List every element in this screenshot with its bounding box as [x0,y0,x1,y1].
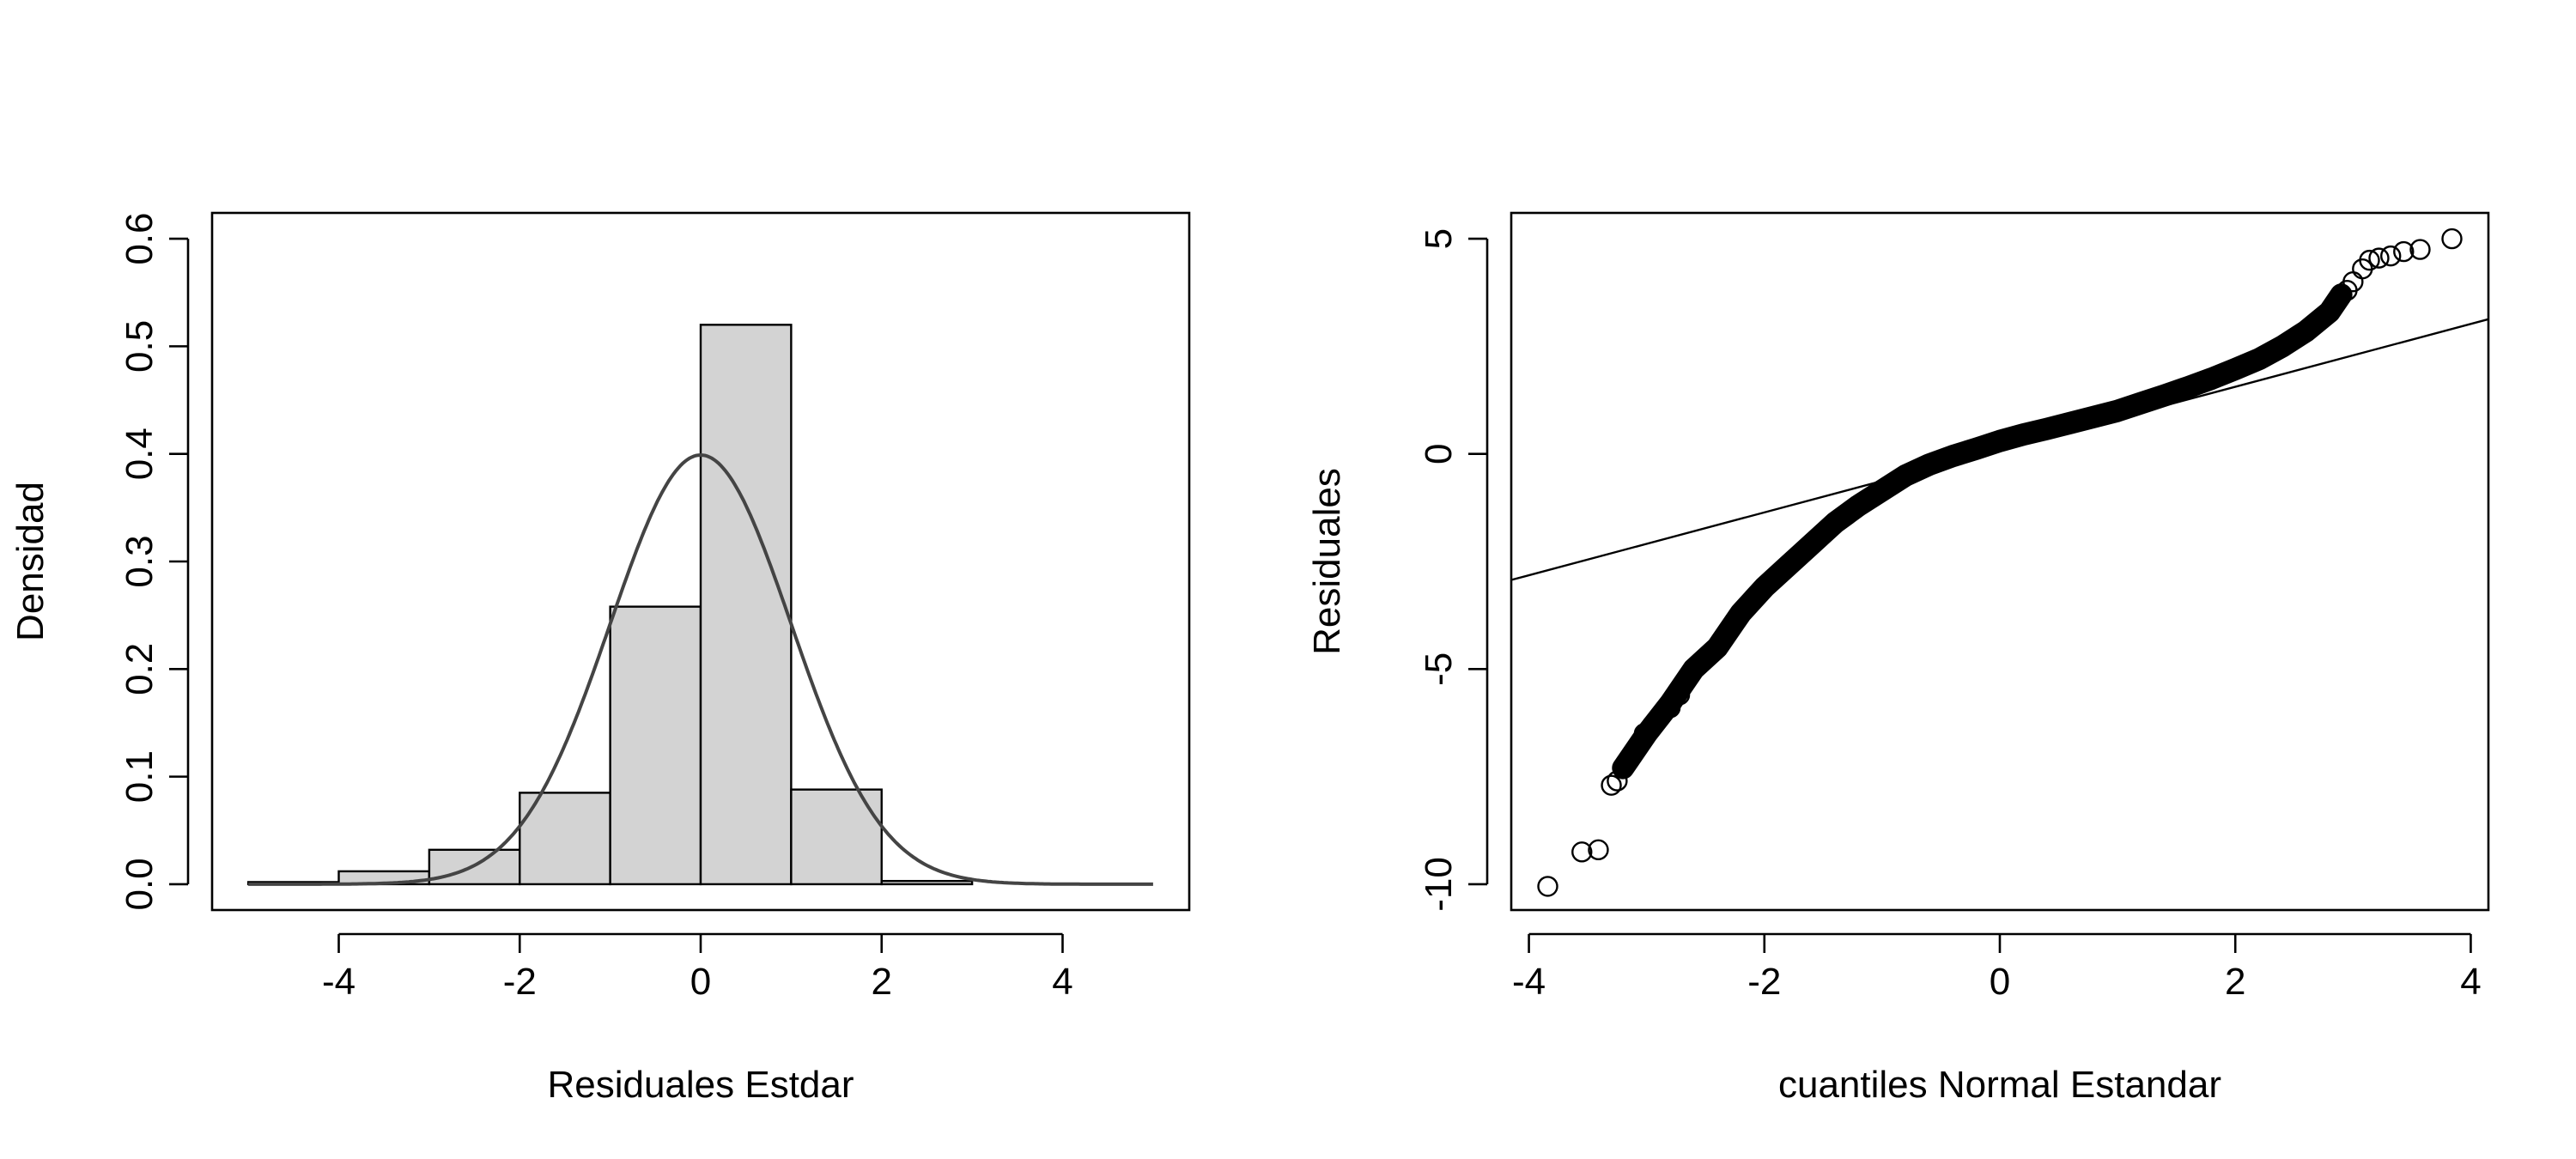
histogram-y-tick-label: 0.1 [118,750,161,803]
histogram-x-tick-label: 2 [871,961,891,1003]
histogram-y-tick-label: 0.2 [118,643,161,695]
qq-x-tick-label: -2 [1747,961,1781,1003]
histogram-y-axis: 0.0 0.1 0.2 0.3 0.4 0.5 0.6 [118,212,190,911]
histogram-x-tick-label: 0 [690,961,711,1003]
histogram-bar [609,605,702,886]
qq-y-tick-label: -5 [1418,652,1460,686]
histogram-bars [246,324,974,886]
qq-point [2441,228,2463,250]
qq-y-axis-label: Residuales [1306,468,1348,655]
qq-point [1607,770,1628,792]
qq-point [2368,247,2390,269]
qq-point [1668,684,1691,706]
qq-plot-panel: -4 -2 0 2 4 -10 -5 0 5 cuantiles Normal Estanda… [1306,211,2490,1106]
qq-point [1537,876,1558,897]
qq-x-axis-label: cuantiles Normal Estandar [1778,1064,2221,1106]
qq-y-tick-label: 0 [1418,443,1460,464]
histogram-bar [699,324,793,886]
qq-x-tick-label: 2 [2225,961,2245,1003]
histogram-bar [880,879,974,886]
qq-point [1624,740,1646,762]
histogram-x-axis: -4 -2 0 2 4 [322,932,1073,1003]
histogram-y-tick-label: 0.4 [118,428,161,480]
histogram-x-tick-label: 4 [1052,961,1072,1003]
histogram-panel: -4 -2 0 2 4 0.0 0.1 0.2 0.3 0.4 0.5 0.6 Residuales… [9,211,1191,1106]
histogram-y-tick-label: 0.5 [118,320,161,373]
qq-point [2359,249,2380,271]
qq-x-tick-label: 4 [2460,961,2481,1003]
qq-point [2393,240,2415,263]
qq-plot-frame [1510,211,2490,912]
qq-point [1571,841,1593,863]
qq-y-tick-label: -10 [1418,857,1460,912]
qq-point [1601,774,1622,796]
qq-points-band [1612,283,2353,780]
qq-point [2409,239,2431,260]
qq-y-axis: -10 -5 0 5 [1418,228,1489,912]
qq-point [1588,839,1609,861]
histogram-x-tick-label: -2 [503,961,537,1003]
histogram-y-tick-label: 0.6 [118,212,161,264]
histogram-y-tick-label: 0.0 [118,858,161,910]
normal-density-curve [248,452,1153,886]
histogram-plot-frame [210,211,1191,912]
qq-tail-points [1537,228,2463,897]
histogram-x-axis-label: Residuales Estdar [547,1064,854,1106]
qq-x-tick-label: 0 [1990,961,2010,1003]
histogram-y-axis-label: Densidad [9,482,52,641]
qq-y-tick-label: 5 [1418,228,1460,249]
qq-point [2379,245,2402,267]
histogram-x-tick-label: -4 [322,961,355,1003]
qq-x-tick-label: -4 [1512,961,1546,1003]
histogram-y-tick-label: 0.3 [118,535,161,587]
qq-x-axis: -4 -2 0 2 4 [1512,932,2482,1003]
